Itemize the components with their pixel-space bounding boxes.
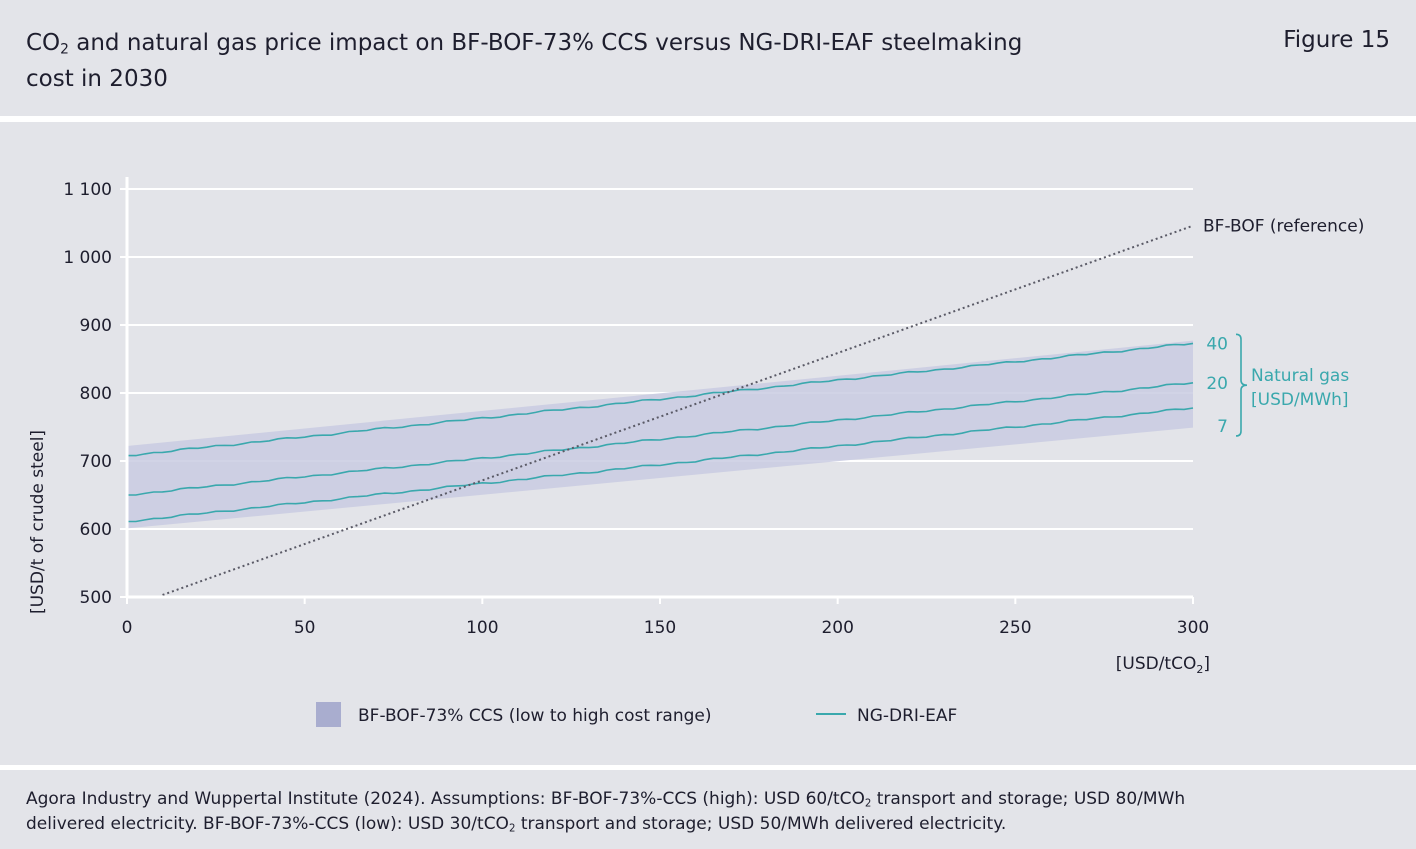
x-tick-label: 0 bbox=[122, 618, 133, 638]
y-tick-label: 1 000 bbox=[63, 248, 112, 268]
footer-panel: Agora Industry and Wuppertal Institute (… bbox=[0, 770, 1416, 849]
x-axis-title: [USD/tCO2] bbox=[1116, 654, 1210, 676]
bracket-label-line2: [USD/MWh] bbox=[1251, 390, 1349, 410]
series-layer bbox=[127, 342, 1194, 523]
band-layer bbox=[127, 340, 1193, 529]
legend-label-line: NG-DRI-EAF bbox=[857, 706, 957, 726]
source-note: Agora Industry and Wuppertal Institute (… bbox=[26, 789, 1186, 835]
y-tick-label: 600 bbox=[80, 520, 112, 540]
y-tick-label: 500 bbox=[80, 588, 112, 608]
y-tick-label: 1 100 bbox=[63, 180, 112, 200]
gas-price-label-20: 20 bbox=[1206, 374, 1228, 394]
figure-number: Figure 15 bbox=[1283, 27, 1390, 53]
y-tick-label: 800 bbox=[80, 384, 112, 404]
y-tick-label: 900 bbox=[80, 316, 112, 336]
bracket-label-line1: Natural gas bbox=[1251, 366, 1349, 386]
x-tick-label: 100 bbox=[466, 618, 498, 638]
y-tick-label: 700 bbox=[80, 452, 112, 472]
legend: BF-BOF-73% CCS (low to high cost range) … bbox=[316, 702, 957, 727]
x-tick-label: 150 bbox=[644, 618, 676, 638]
x-tick-label: 50 bbox=[294, 618, 316, 638]
x-tick-label: 300 bbox=[1177, 618, 1209, 638]
reference-line-label: BF-BOF (reference) bbox=[1203, 217, 1364, 237]
ng-dri-eaf-line-7 bbox=[127, 407, 1194, 523]
label-layer: BF-BOF (reference) 40 20 7 Natural gas [USD/M… bbox=[1203, 217, 1364, 437]
y-axis-title: [USD/t of crude steel] bbox=[28, 430, 48, 614]
ng-dri-eaf-line-20 bbox=[127, 382, 1194, 496]
ccs-cost-range-band bbox=[127, 340, 1193, 529]
legend-swatch-band bbox=[316, 702, 341, 727]
chart-panel: 500 600 700 800 900 1 000 1 100 0 50 100 150 200 250… bbox=[0, 122, 1416, 765]
legend-label-band: BF-BOF-73% CCS (low to high cost range) bbox=[358, 706, 712, 726]
ng-dri-eaf-line-40 bbox=[127, 342, 1194, 457]
gas-price-bracket bbox=[1235, 333, 1248, 437]
chart-title: CO2 and natural gas price impact on BF-B… bbox=[26, 30, 1023, 92]
gas-price-label-7: 7 bbox=[1217, 417, 1228, 437]
x-tick-label: 250 bbox=[999, 618, 1031, 638]
header-panel: CO2 and natural gas price impact on BF-B… bbox=[0, 0, 1416, 116]
gas-price-label-40: 40 bbox=[1206, 334, 1228, 354]
x-tick-label: 200 bbox=[821, 618, 853, 638]
